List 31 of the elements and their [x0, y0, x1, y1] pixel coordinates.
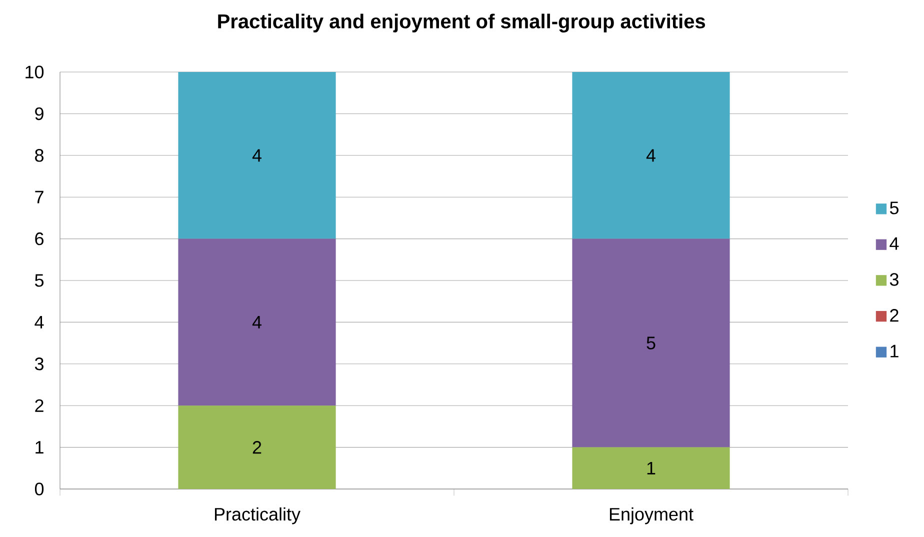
data-label: 2 [252, 441, 262, 454]
x-tick-label: Enjoyment [610, 507, 694, 524]
y-tick-label: 8 [35, 149, 44, 162]
bar [572, 238, 730, 448]
data-label: 4 [646, 149, 656, 162]
legend-label: 1 [890, 344, 898, 358]
bar [178, 238, 336, 406]
y-tick-label: 1 [36, 441, 44, 454]
legend-label: 4 [890, 237, 899, 250]
bar [178, 72, 336, 239]
y-tick-label: 10 [26, 66, 44, 78]
chart-title: Practicality and enjoyment of small-group activities [218, 14, 706, 32]
bar [178, 406, 336, 490]
bar [572, 72, 730, 239]
data-label: 5 [646, 336, 656, 350]
y-tick-label: 3 [34, 358, 44, 370]
data-label: 4 [252, 149, 262, 162]
y-tick-label: 4 [34, 316, 44, 328]
x-tick-label: Practicality [214, 507, 300, 524]
y-tick-label: 0 [34, 482, 44, 496]
y-tick-label: 5 [34, 274, 44, 287]
legend-label: 3 [890, 273, 898, 286]
data-label: 4 [252, 316, 262, 328]
data-label: 1 [647, 462, 656, 474]
legend-label: 2 [890, 309, 898, 322]
legend-label: 5 [890, 202, 899, 214]
y-tick-label: 6 [35, 232, 44, 246]
y-tick-label: 2 [35, 399, 44, 412]
y-tick-label: 7 [35, 190, 44, 204]
bar [572, 447, 730, 490]
y-tick-label: 9 [35, 107, 44, 120]
